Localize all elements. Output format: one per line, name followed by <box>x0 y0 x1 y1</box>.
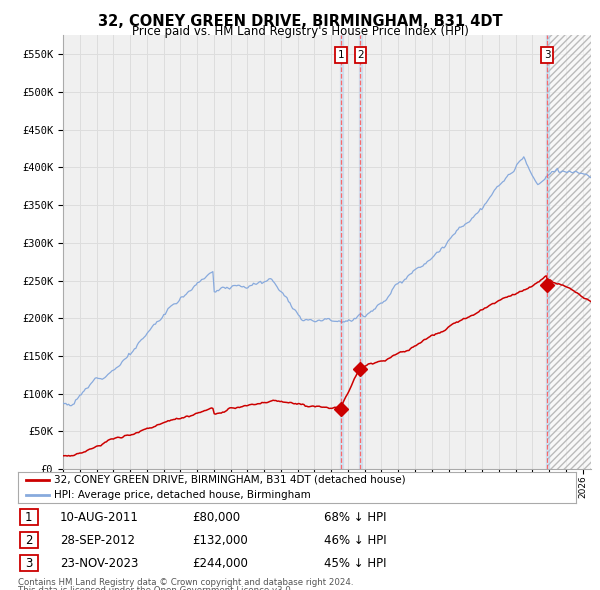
Text: Price paid vs. HM Land Registry's House Price Index (HPI): Price paid vs. HM Land Registry's House … <box>131 25 469 38</box>
Text: HPI: Average price, detached house, Birmingham: HPI: Average price, detached house, Birm… <box>54 490 311 500</box>
Text: 1: 1 <box>338 50 344 60</box>
Bar <box>546 35 548 469</box>
Text: 3: 3 <box>544 50 551 60</box>
Text: £244,000: £244,000 <box>192 556 248 570</box>
Text: 23-NOV-2023: 23-NOV-2023 <box>60 556 139 570</box>
Text: 28-SEP-2012: 28-SEP-2012 <box>60 533 135 547</box>
Text: 3: 3 <box>25 556 32 570</box>
Bar <box>547 35 591 469</box>
Bar <box>20 532 38 548</box>
Text: 1: 1 <box>25 510 32 524</box>
Text: 2: 2 <box>357 50 364 60</box>
Bar <box>547 35 591 469</box>
Bar <box>20 509 38 525</box>
Text: 2: 2 <box>25 533 32 547</box>
Text: 45% ↓ HPI: 45% ↓ HPI <box>324 556 386 570</box>
Text: 68% ↓ HPI: 68% ↓ HPI <box>324 510 386 524</box>
Bar <box>340 35 343 469</box>
Text: 46% ↓ HPI: 46% ↓ HPI <box>324 533 386 547</box>
Text: 32, CONEY GREEN DRIVE, BIRMINGHAM, B31 4DT (detached house): 32, CONEY GREEN DRIVE, BIRMINGHAM, B31 4… <box>54 475 406 484</box>
Text: 10-AUG-2011: 10-AUG-2011 <box>60 510 139 524</box>
Text: Contains HM Land Registry data © Crown copyright and database right 2024.: Contains HM Land Registry data © Crown c… <box>18 578 353 587</box>
Bar <box>20 555 38 571</box>
Bar <box>359 35 362 469</box>
Text: £132,000: £132,000 <box>192 533 248 547</box>
Text: £80,000: £80,000 <box>192 510 240 524</box>
Text: This data is licensed under the Open Government Licence v3.0.: This data is licensed under the Open Gov… <box>18 586 293 590</box>
Text: 32, CONEY GREEN DRIVE, BIRMINGHAM, B31 4DT: 32, CONEY GREEN DRIVE, BIRMINGHAM, B31 4… <box>98 14 502 28</box>
